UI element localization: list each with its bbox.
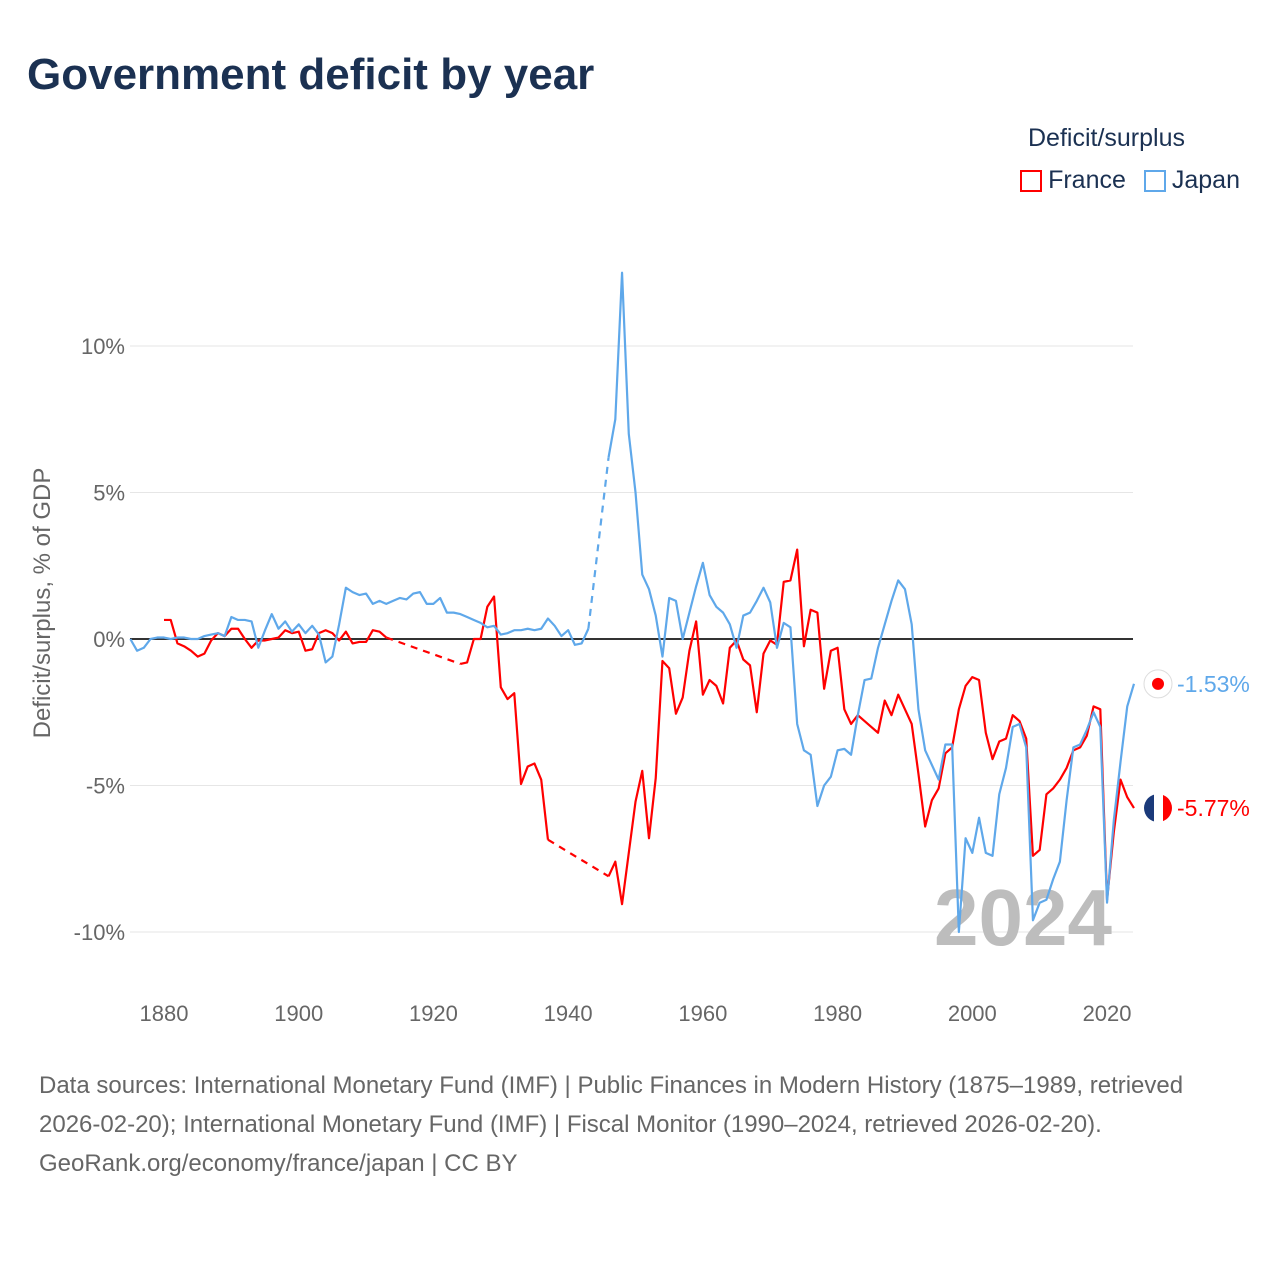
series-line-japan [607, 271, 1136, 934]
source-link[interactable]: GeoRank.org/economy/france/japan [39, 1150, 425, 1177]
year-watermark: 2024 [934, 873, 1112, 962]
flag-stripe-red [1163, 794, 1172, 823]
x-tick-label: 1880 [140, 1001, 189, 1026]
y-tick-label: -5% [86, 774, 125, 799]
france-flag-icon [1144, 794, 1172, 823]
x-tick-label: 1960 [678, 1001, 727, 1026]
legend-label-japan: Japan [1171, 166, 1240, 194]
france-end-label: -5.77% [1177, 795, 1250, 821]
legend-swatch-japan [1143, 169, 1166, 192]
series-line-france [385, 636, 461, 665]
legend-item-japan[interactable]: Japan [1143, 166, 1240, 195]
legend: France Japan [1020, 166, 1240, 195]
x-tick-label: 1980 [813, 1001, 862, 1026]
flag-stripe-white [1154, 794, 1163, 823]
legend-swatch-france [1020, 169, 1043, 192]
data-sources: Data sources: International Monetary Fun… [39, 1072, 1184, 1138]
license: | CC BY [424, 1150, 518, 1177]
x-tick-label: 1940 [544, 1001, 593, 1026]
x-tick-label: 1920 [409, 1001, 458, 1026]
legend-label-france: France [1048, 166, 1126, 194]
chart-title: Government deficit by year [27, 50, 595, 99]
legend-item-france[interactable]: France [1020, 166, 1126, 195]
x-tick-label: 1900 [274, 1001, 323, 1026]
y-tick-label: 10% [81, 334, 125, 359]
japan-flag-disc [1152, 677, 1164, 690]
series-line-france [607, 548, 1135, 906]
footer: Data sources: International Monetary Fun… [39, 1066, 1239, 1183]
y-axis-label: Deficit/surplus, % of GDP [29, 468, 56, 739]
series-line-japan [129, 586, 590, 664]
series-line-france [164, 618, 388, 658]
flag-stripe-blue [1144, 794, 1154, 823]
y-tick-label: 0% [93, 627, 125, 652]
y-tick-label: 5% [93, 481, 125, 506]
series-line-france [460, 595, 550, 840]
legend-title: Deficit/surplus [1028, 124, 1185, 152]
y-tick-label: -10% [74, 920, 125, 945]
x-tick-label: 2020 [1083, 1001, 1132, 1026]
japan-end-label: -1.53% [1177, 671, 1250, 697]
chart-svg: 10% 5% 0% -5% -10% 1880 1900 1920 1940 1960 1980 20… [29, 271, 1250, 1026]
series-line-japan [587, 457, 610, 629]
x-tick-label: 2000 [948, 1001, 997, 1026]
series-line-france [547, 838, 610, 878]
